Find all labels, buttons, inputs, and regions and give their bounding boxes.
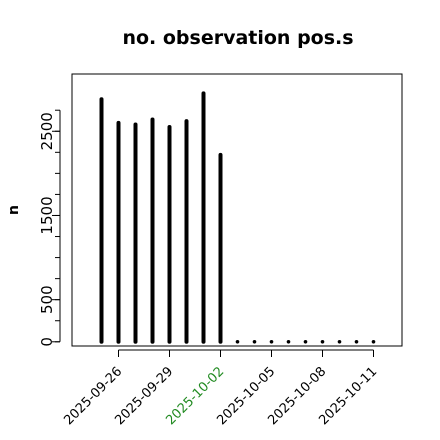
y-tick-label: 1500 (38, 196, 56, 234)
chart-title: no. observation pos.s (122, 27, 353, 49)
y-tick-label: 2500 (38, 112, 56, 150)
zero-point (371, 339, 376, 344)
zero-point (354, 339, 359, 344)
zero-point (286, 339, 291, 344)
bars (99, 91, 376, 344)
zero-point (252, 339, 257, 344)
y-tick-label: 0 (38, 337, 56, 347)
zero-point (235, 339, 240, 344)
plot-frame (71, 73, 403, 347)
y-axis-label: n (6, 205, 22, 215)
zero-point (303, 339, 308, 344)
y-tick-label: 500 (38, 285, 56, 314)
y-axis: 0 500 1500 2500 (38, 109, 61, 347)
zero-point (269, 339, 274, 344)
x-axis: 2025-09-262025-09-292025-10-022025-10-05… (61, 349, 380, 428)
zero-point (320, 339, 325, 344)
zero-point (337, 339, 342, 344)
